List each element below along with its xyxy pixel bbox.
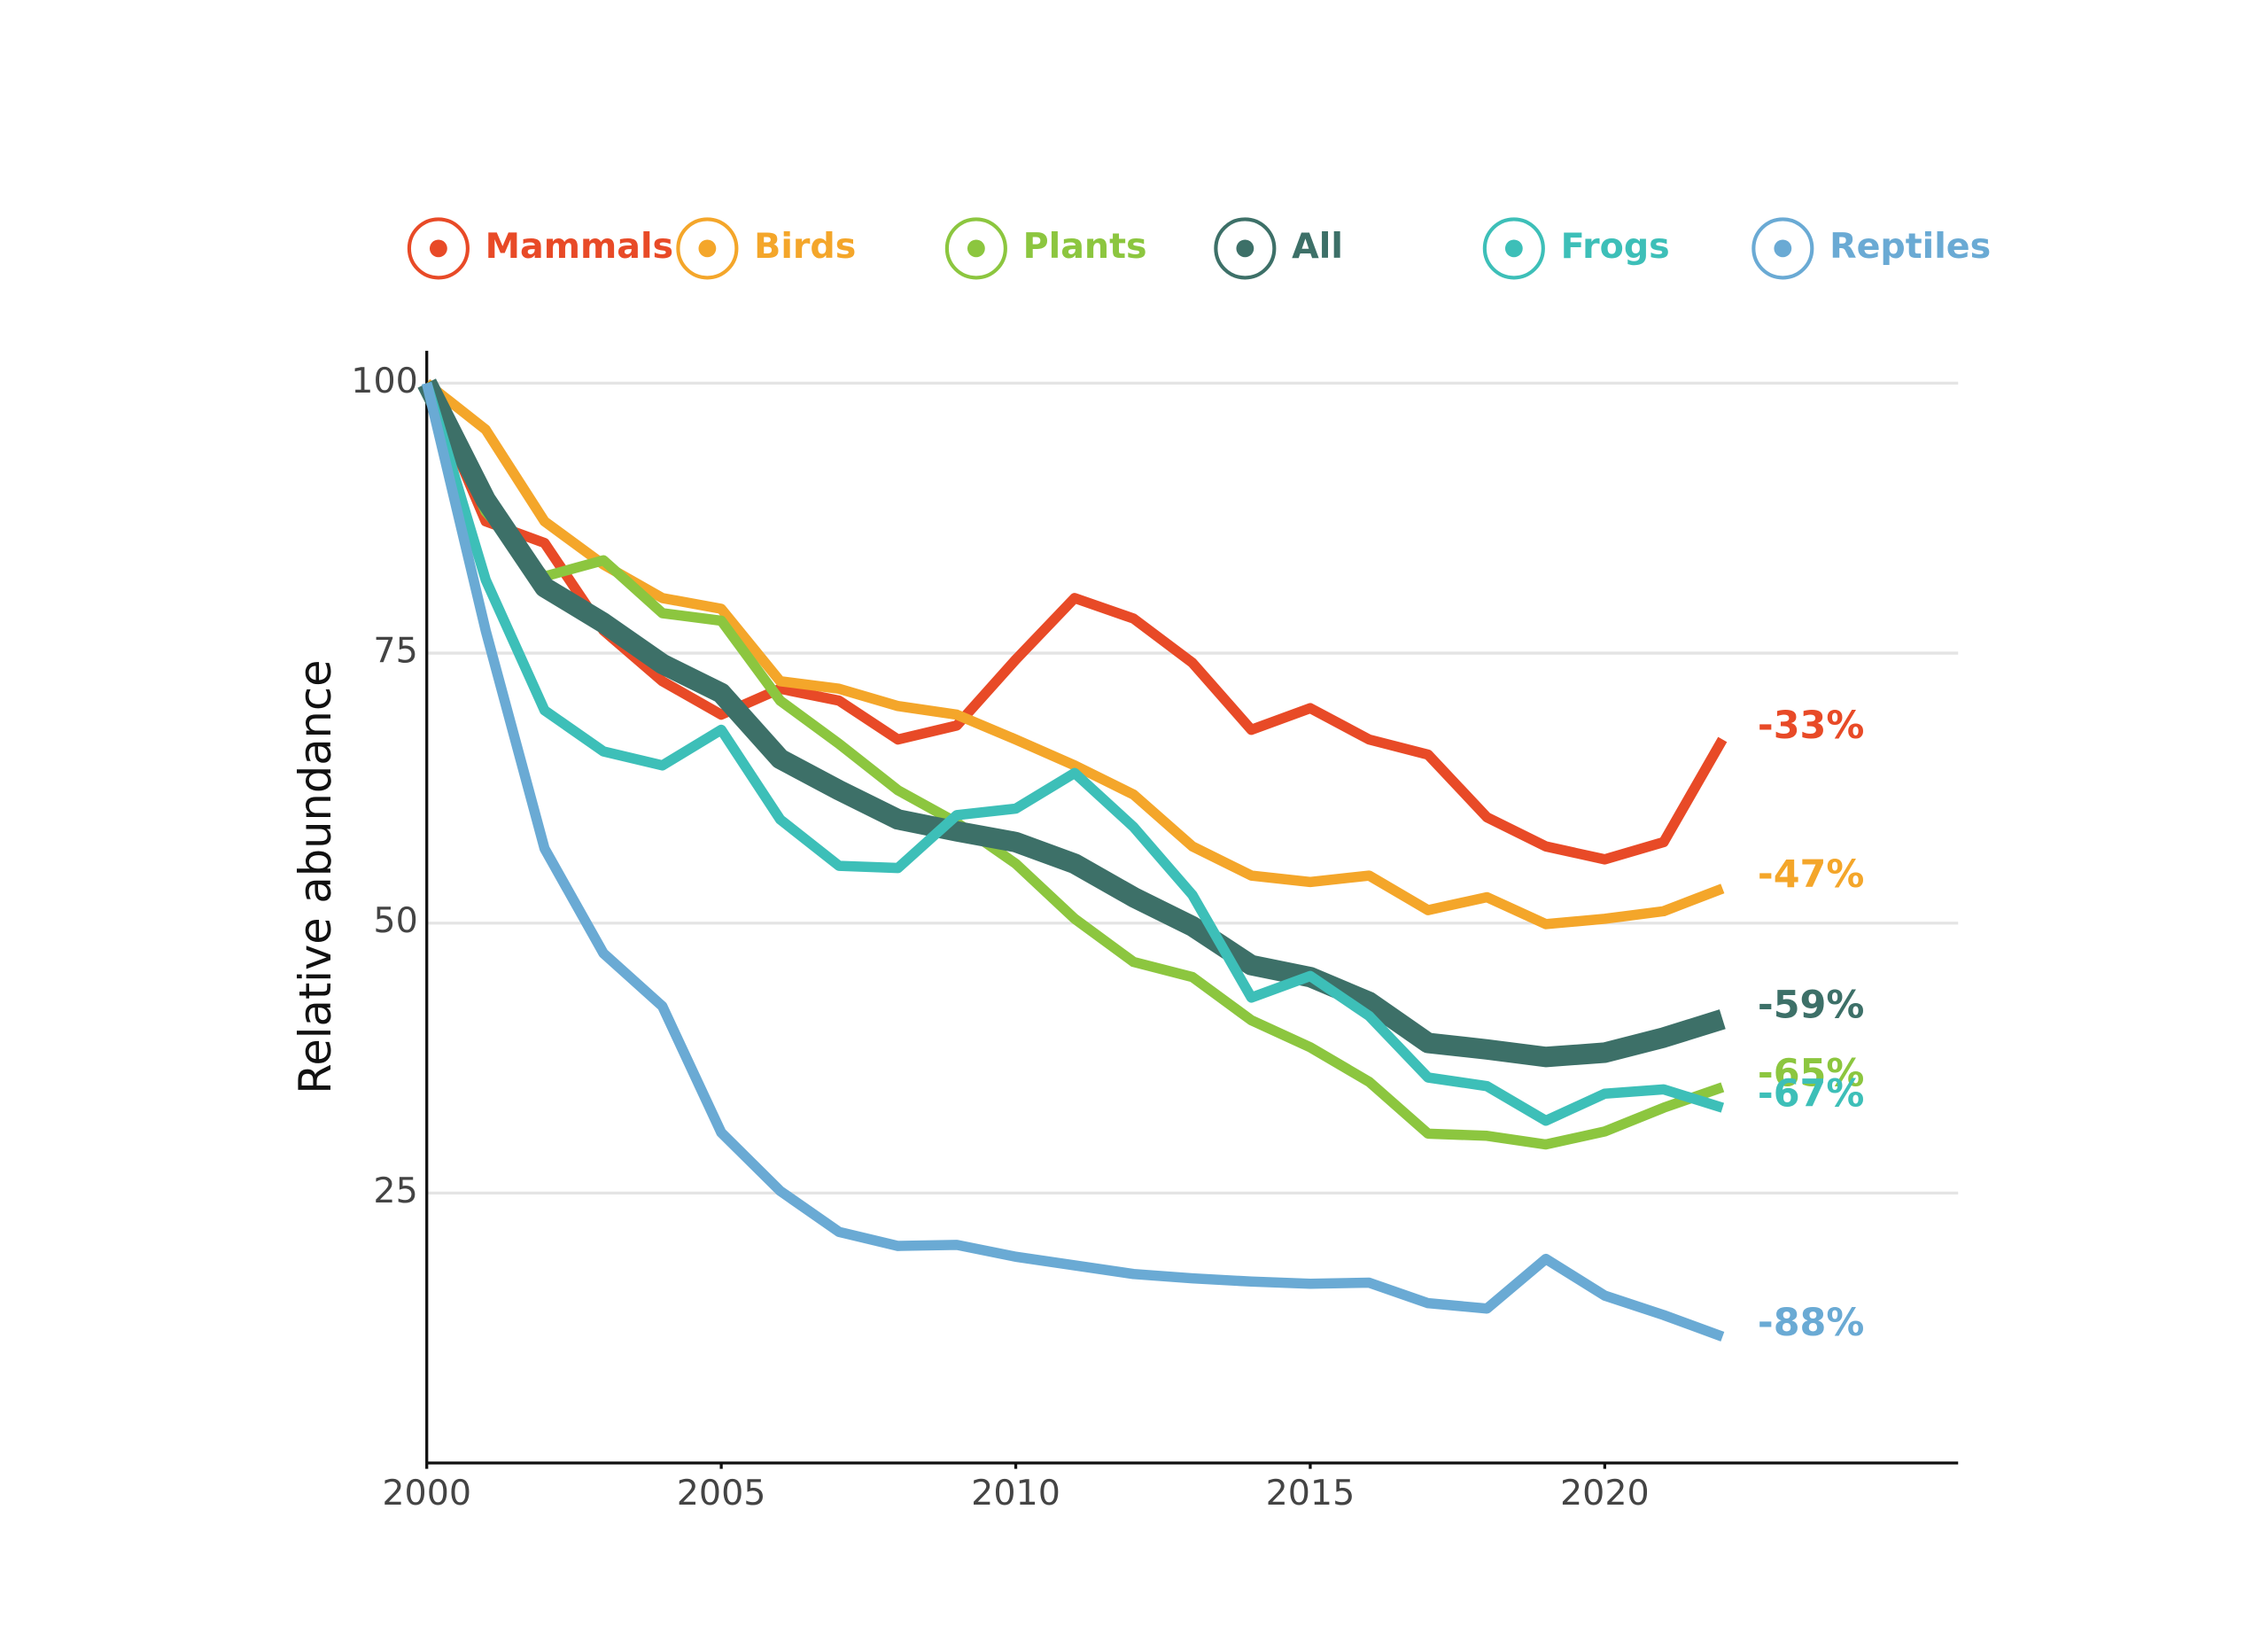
legend-icon-dot — [430, 239, 447, 258]
series-line — [417, 378, 1726, 1068]
y-axis-label: Relative abundance — [290, 659, 341, 1093]
series-line — [422, 381, 1725, 1126]
end-label: -65% — [1758, 1051, 1864, 1095]
series-line — [423, 378, 1725, 930]
x-tick-label: 2020 — [1560, 1473, 1650, 1513]
legend-icon — [1751, 217, 1814, 280]
legend-label: Mammals — [485, 226, 673, 267]
legend-icon-dot — [1236, 239, 1254, 258]
legend-label: Birds — [754, 226, 856, 267]
legend-icon — [407, 217, 470, 280]
x-tick-label: 2005 — [677, 1473, 766, 1513]
legend-icon — [944, 217, 1007, 280]
legend-icon-dot — [1774, 239, 1792, 258]
y-tick-label: 75 — [373, 631, 417, 672]
x-tick-label: 2010 — [971, 1473, 1060, 1513]
legend-label: Plants — [1023, 226, 1147, 267]
end-label: -33% — [1758, 704, 1864, 748]
legend-icon-dot — [698, 239, 717, 258]
y-tick-label: 50 — [373, 900, 417, 941]
legend-label: Frogs — [1561, 226, 1670, 267]
y-tick-label: 25 — [373, 1171, 417, 1211]
series-line — [422, 382, 1725, 1342]
end-label: -59% — [1758, 983, 1864, 1027]
legend-icon — [1482, 217, 1545, 280]
series-line — [422, 381, 1728, 865]
end-label: -67% — [1758, 1071, 1864, 1116]
series-line — [422, 381, 1725, 1150]
x-tick-label: 2015 — [1266, 1473, 1355, 1513]
legend-icon — [676, 217, 739, 280]
legend-label: Reptiles — [1829, 226, 1991, 267]
legend-label: All — [1292, 226, 1343, 267]
y-tick-label: 100 — [351, 361, 418, 401]
legend-icon — [1214, 217, 1277, 280]
end-label: -88% — [1758, 1301, 1864, 1345]
end-label: -47% — [1758, 852, 1864, 897]
legend-icon-dot — [967, 239, 985, 258]
x-tick-label: 2000 — [382, 1473, 471, 1513]
legend-icon-dot — [1504, 239, 1523, 258]
